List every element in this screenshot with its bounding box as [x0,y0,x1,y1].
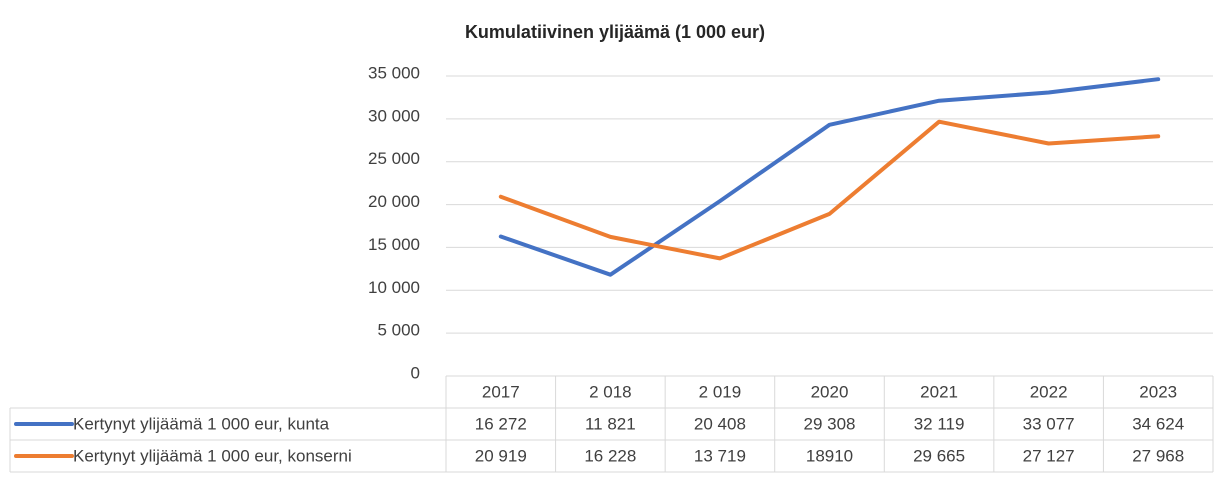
x-tick-label: 2021 [920,382,958,401]
y-tick-label: 35 000 [368,63,420,82]
data-label: 34 624 [1132,414,1184,433]
y-tick-label: 20 000 [368,192,420,211]
data-label: 29 308 [804,414,856,433]
y-tick-label: 15 000 [368,235,420,254]
y-tick-label: 0 [411,363,420,382]
series-line [498,119,1161,261]
data-label: 27 127 [1023,446,1075,465]
data-label: 29 665 [913,446,965,465]
x-tick-label: 2023 [1139,382,1177,401]
legend-label: Kertynyt ylijäämä 1 000 eur, konserni [73,446,352,465]
data-label: 16 272 [475,414,527,433]
data-label: 20 919 [475,446,527,465]
x-tick-label: 2020 [811,382,849,401]
legend-label: Kertynyt ylijäämä 1 000 eur, kunta [73,414,330,433]
data-label: 16 228 [584,446,636,465]
x-tick-label: 2022 [1030,382,1068,401]
data-label: 33 077 [1023,414,1075,433]
y-tick-label: 30 000 [368,106,420,125]
y-tick-label: 25 000 [368,149,420,168]
chart-title: Kumulatiivinen ylijäämä (1 000 eur) [465,22,765,42]
y-tick-label: 5 000 [377,321,420,340]
data-label: 27 968 [1132,446,1184,465]
data-label: 32 119 [914,414,965,433]
data-label: 18910 [806,446,853,465]
data-label: 11 821 [585,414,636,433]
data-label: 13 719 [694,446,746,465]
x-tick-label: 2017 [482,382,520,401]
data-label: 20 408 [694,414,746,433]
y-tick-label: 10 000 [368,278,420,297]
series-line [498,77,1161,277]
x-tick-label: 2 019 [699,382,742,401]
x-tick-label: 2 018 [589,382,632,401]
